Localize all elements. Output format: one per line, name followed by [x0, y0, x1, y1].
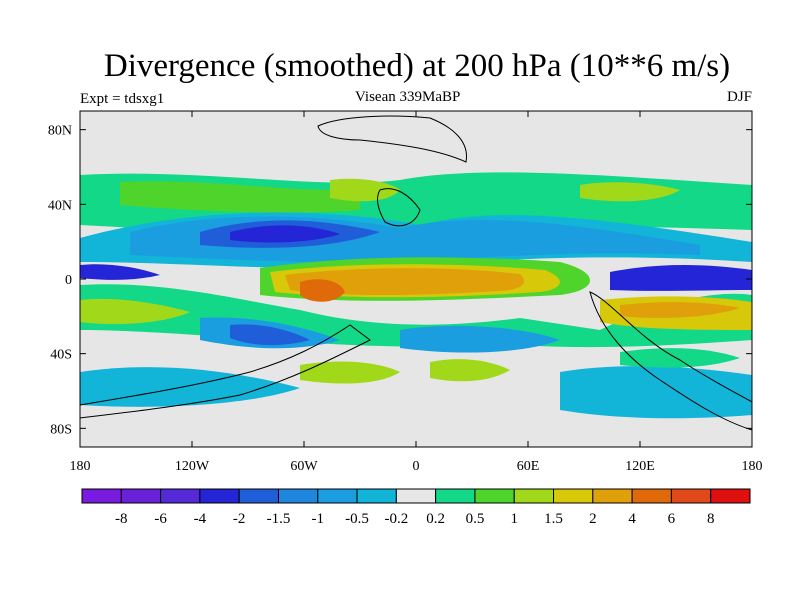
colorbar-swatch — [81, 488, 122, 504]
equator-pos-6 — [300, 279, 345, 302]
y-tick-label: 80S — [50, 422, 72, 437]
colorbar-label: 2 — [589, 511, 597, 527]
heatmap-field — [80, 111, 752, 447]
south-neg-1.5 — [230, 324, 310, 346]
northern-landmass-outline — [317, 115, 467, 163]
season-label: DJF — [726, 89, 752, 105]
far-south-neg-0.5b — [560, 366, 752, 419]
colorbar-label: -8 — [115, 511, 128, 527]
x-tick-label: 0 — [413, 459, 420, 474]
north-neg-2 — [230, 225, 340, 243]
y-axis: 80N 40N 0 40S 80S — [48, 124, 752, 437]
x-axis: 180 120W 60W 0 60E 120E 180 — [70, 111, 763, 474]
colorbar-swatch — [356, 488, 397, 504]
colorbar-swatch — [238, 488, 279, 504]
north-band-1.5b — [580, 182, 680, 202]
y-tick-label: 0 — [65, 273, 72, 288]
far-south-pos-1.5b — [430, 359, 510, 382]
colorbar-label: 8 — [707, 511, 715, 527]
colorbar-swatch — [435, 488, 476, 504]
south-pos-1.5 — [80, 298, 190, 325]
y-tick-label: 80N — [48, 124, 72, 139]
colorbar-label: 4 — [628, 511, 636, 527]
colorbar-label: -1.5 — [267, 511, 291, 527]
x-tick-label: 120W — [175, 459, 210, 474]
east-neg-2 — [610, 265, 752, 291]
west-neg-2 — [80, 264, 160, 280]
far-south-pos-0.5 — [620, 348, 740, 368]
colorbar-swatch — [710, 488, 751, 504]
colorbar-swatch — [631, 488, 672, 504]
colorbar-label: -6 — [154, 511, 167, 527]
y-tick-label: 40S — [50, 348, 72, 363]
north-band-1 — [120, 181, 360, 213]
southern-landmass-outline — [79, 324, 371, 419]
colorbar-label: 1 — [510, 511, 518, 527]
chart-title: Divergence (smoothed) at 200 hPa (10**6 … — [103, 48, 731, 84]
equator-pos-4 — [285, 268, 524, 296]
colorbar-swatch — [277, 488, 319, 504]
colorbar-label: 6 — [668, 511, 676, 527]
far-south-pos-1.5 — [300, 361, 400, 384]
colorbar-label: 0.5 — [466, 511, 485, 527]
colorbar-swatch — [395, 488, 437, 504]
colorbar-swatch — [160, 488, 201, 504]
coastlines — [79, 115, 753, 431]
north-band-1.5 — [330, 178, 400, 202]
experiment-label: Expt = tdsxg1 — [80, 91, 165, 107]
colorbar-swatch — [474, 488, 515, 504]
colorbar-label: 1.5 — [544, 511, 563, 527]
south-neg-1b — [400, 325, 560, 353]
colorbar-swatch — [592, 488, 633, 504]
colorbar: -8 -6 -4 -2 -1.5 -1 -0.5 -0.2 0.2 0.5 1 1.5 2 4 6 8 — [81, 488, 751, 527]
x-tick-label: 60E — [517, 459, 540, 474]
colorbar-swatch — [670, 488, 712, 504]
period-label: Visean 339MaBP — [355, 89, 461, 105]
colorbar-label: -1 — [312, 511, 325, 527]
far-south-neg-0.5 — [80, 367, 300, 407]
x-tick-label: 60W — [290, 459, 318, 474]
y-tick-label: 40N — [48, 198, 72, 213]
colorbar-label: -0.5 — [345, 511, 369, 527]
x-tick-label: 180 — [742, 459, 763, 474]
colorbar-label: 0.2 — [426, 511, 445, 527]
colorbar-label: -0.2 — [384, 511, 408, 527]
colorbar-swatch — [553, 488, 594, 504]
x-tick-label: 180 — [70, 459, 91, 474]
colorbar-label: -4 — [194, 511, 207, 527]
south-pos-4 — [620, 302, 740, 318]
central-islands-outline — [377, 188, 421, 227]
colorbar-swatch — [199, 488, 240, 504]
x-tick-label: 120E — [625, 459, 655, 474]
colorbar-swatch — [317, 488, 358, 504]
colorbar-swatch — [513, 488, 555, 504]
colorbar-label: -2 — [233, 511, 246, 527]
colorbar-swatch — [120, 488, 162, 504]
